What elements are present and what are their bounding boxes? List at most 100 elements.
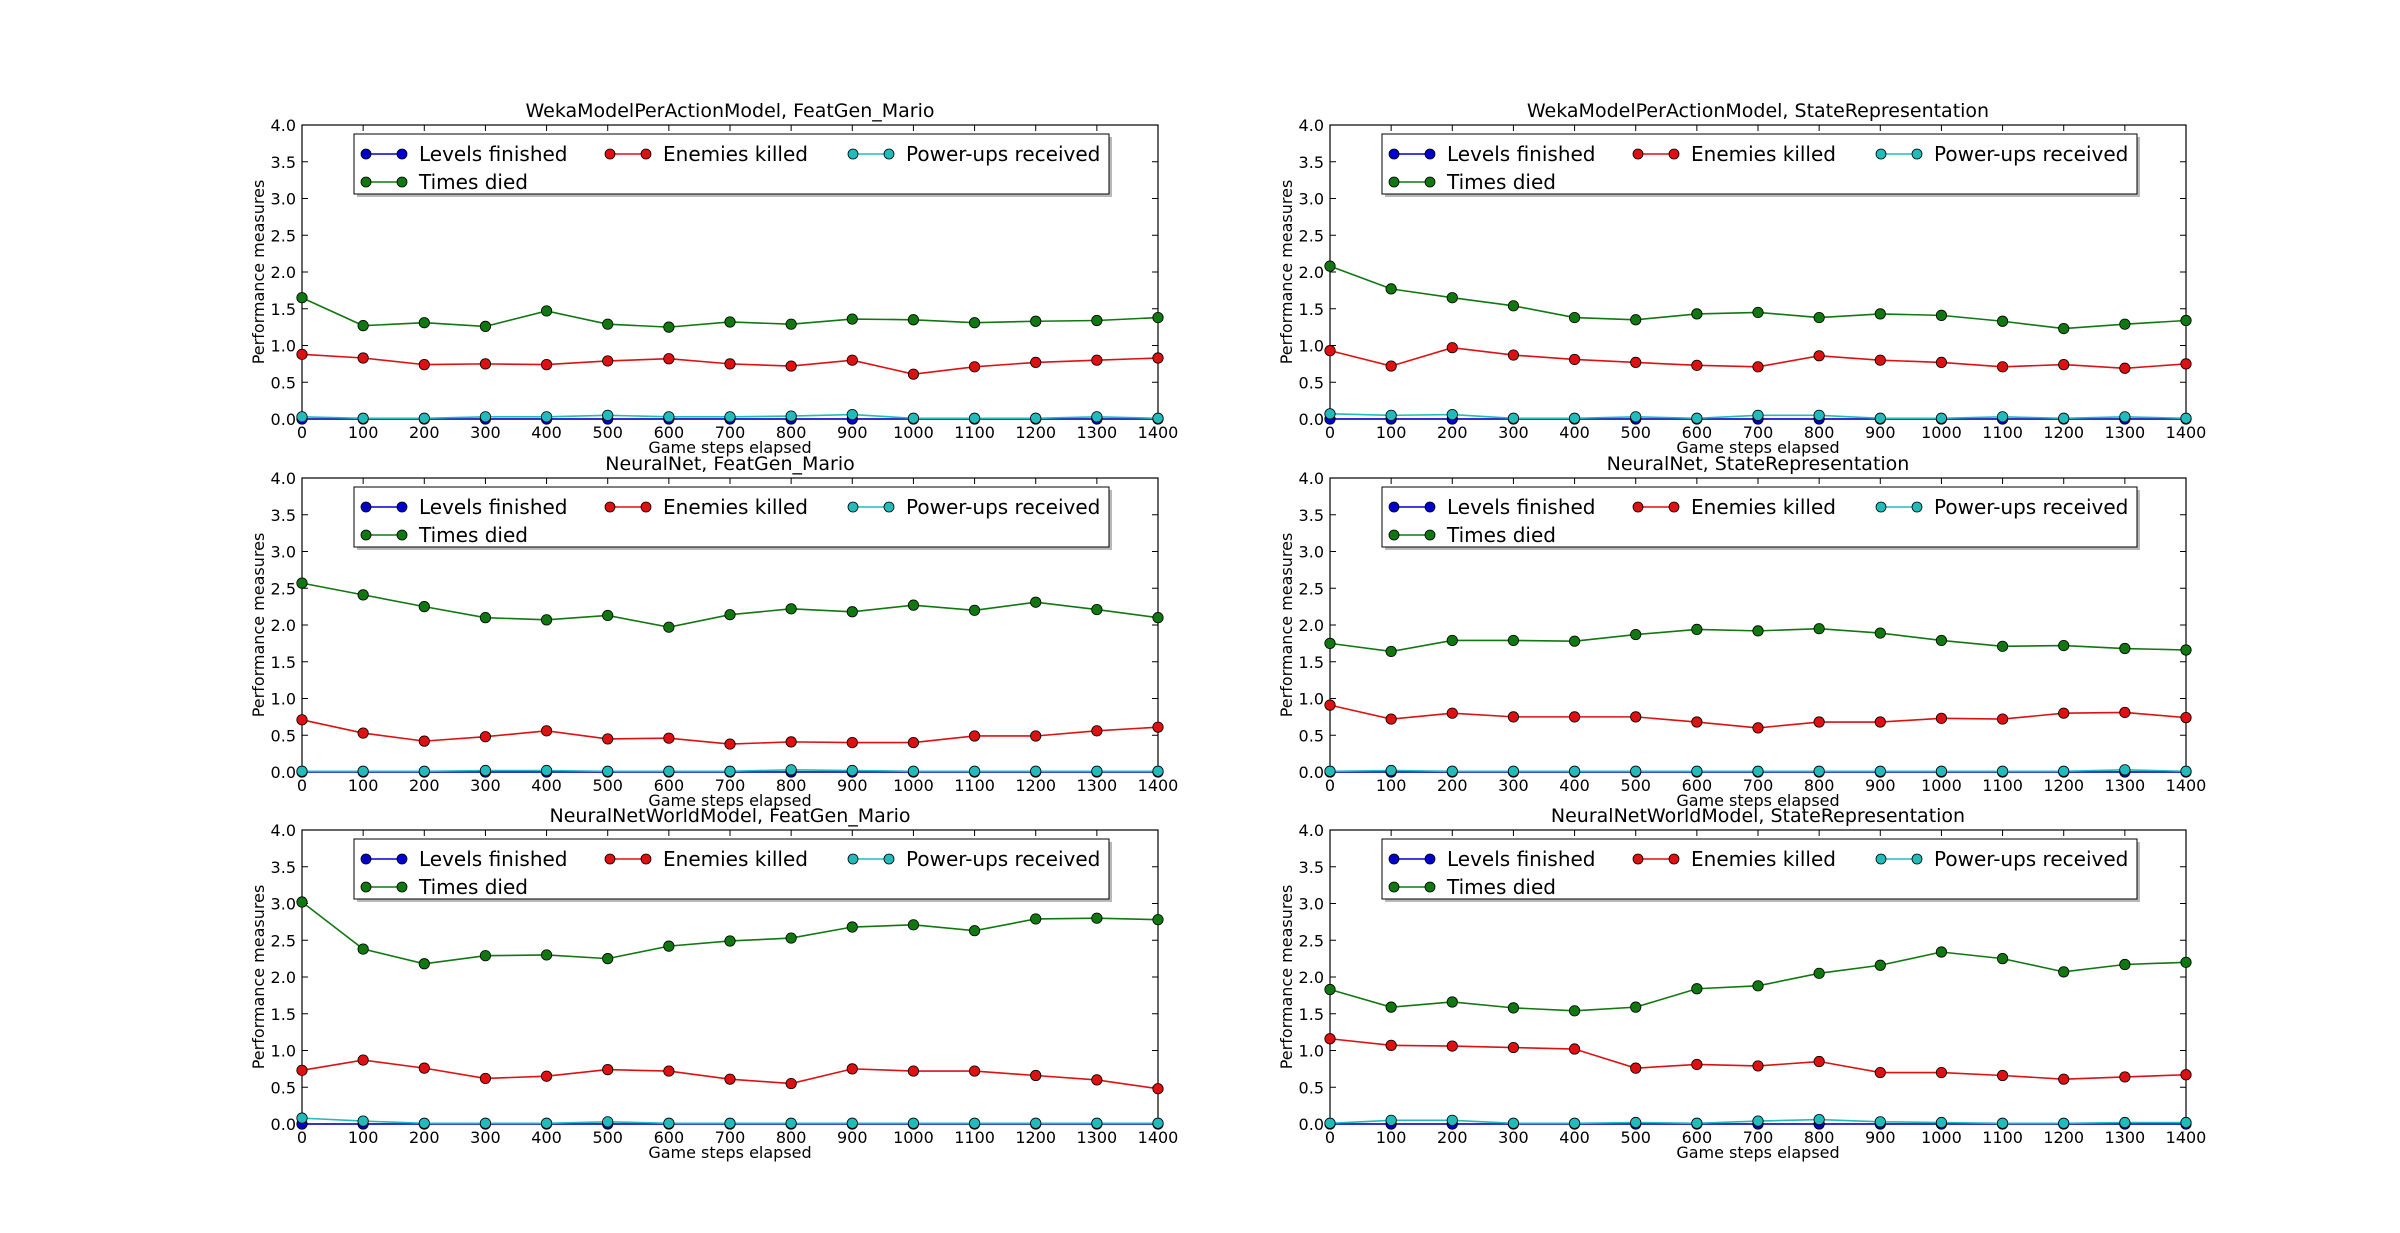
chart-panel-6: NeuralNetWorldModel, StateRepresentation… (1277, 805, 2206, 1162)
data-point (1691, 1058, 1703, 1071)
data-point (540, 1070, 553, 1082)
legend-entry: Enemies killed (604, 847, 808, 871)
data-point (1813, 623, 1825, 635)
x-tick-label: 500 (592, 423, 623, 442)
series-2 (1324, 764, 2192, 777)
y-tick-label: 2.0 (271, 616, 296, 635)
legend-frame (1381, 838, 2138, 900)
data-point (1030, 730, 1042, 742)
data-point (479, 1117, 492, 1129)
data-point (663, 1117, 675, 1129)
data-point (1813, 311, 1825, 324)
data-point (1507, 349, 1520, 361)
y-tick-label: 3.5 (1299, 153, 1324, 172)
legend-marker (1424, 176, 1436, 188)
y-tick-label: 1.0 (271, 337, 296, 356)
data-point (1446, 1040, 1458, 1052)
data-point (418, 1117, 430, 1129)
legend-entry: Power-ups received (847, 847, 1100, 871)
x-tick-label: 0 (297, 1128, 307, 1147)
legend-marker (1632, 148, 1644, 160)
legend-frame (1381, 486, 2138, 548)
data-point (1030, 913, 1042, 925)
data-point (1091, 1117, 1103, 1129)
x-tick-label: 900 (1865, 1128, 1896, 1147)
data-point (968, 765, 981, 777)
x-tick-label: 1400 (2166, 776, 2207, 795)
data-point (1152, 765, 1164, 777)
x-tick-label: 1400 (1138, 776, 1179, 795)
legend-marker (1388, 881, 1400, 893)
legend: Levels finished Enemies killed Power-ups r… (1381, 486, 2140, 550)
data-point (1752, 409, 1764, 421)
chart-panel-5: NeuralNetWorldModel, FeatGen_Mario 0 100 20… (249, 805, 1178, 1162)
y-tick-label: 0.0 (271, 1115, 296, 1134)
x-tick-label: 900 (837, 423, 868, 442)
data-point (724, 738, 736, 750)
data-point (602, 318, 614, 330)
data-point (1091, 1074, 1103, 1086)
y-tick-label: 0.0 (1299, 410, 1324, 429)
x-tick-label: 1400 (1138, 423, 1179, 442)
data-point (846, 921, 858, 933)
legend-marker (1875, 148, 1887, 160)
x-tick-label: 400 (531, 776, 562, 795)
data-point (1091, 411, 1103, 423)
data-point (1446, 707, 1458, 719)
x-axis-label: Game steps elapsed (1676, 1143, 1839, 1162)
legend-entry: Power-ups received (847, 142, 1100, 166)
series-2 (1324, 408, 2192, 424)
data-point (1568, 1005, 1581, 1017)
series-3 (1324, 623, 2192, 658)
data-point (724, 411, 736, 423)
data-point (1752, 722, 1764, 734)
x-axis-label: Game steps elapsed (648, 791, 811, 810)
legend-marker (883, 148, 895, 160)
data-point (1630, 1062, 1642, 1074)
data-point (1874, 627, 1886, 639)
data-point (2119, 706, 2131, 719)
legend-marker (1875, 853, 1887, 865)
legend-marker (1424, 853, 1436, 865)
x-axis-label: Game steps elapsed (648, 438, 811, 457)
x-tick-label: 400 (531, 1128, 562, 1147)
x-tick-label: 600 (1682, 1128, 1713, 1147)
legend-entry: Levels finished (1388, 495, 1596, 519)
y-tick-label: 1.0 (271, 1042, 296, 1061)
series-1 (1324, 342, 2192, 374)
data-point (1385, 283, 1397, 295)
legend-marker (604, 501, 616, 513)
data-point (1752, 1060, 1764, 1072)
data-point (1813, 967, 1825, 979)
data-point (2058, 966, 2070, 978)
legend-marker (1911, 148, 1923, 160)
data-point (296, 1112, 308, 1124)
data-point (1996, 1117, 2009, 1129)
legend-marker (360, 881, 372, 893)
legend: Levels finished Enemies killed Power-ups r… (353, 838, 1112, 902)
data-point (663, 321, 675, 333)
data-point (296, 348, 308, 360)
data-point (846, 1117, 858, 1129)
data-point (602, 355, 614, 367)
data-point (1568, 711, 1581, 723)
data-point (907, 412, 920, 424)
data-point (663, 353, 675, 365)
x-tick-label: 1200 (1015, 1128, 1056, 1147)
data-point (2119, 362, 2131, 374)
y-tick-label: 2.0 (1299, 968, 1324, 987)
data-point (1385, 1039, 1397, 1051)
legend-entry: Enemies killed (1632, 142, 1836, 166)
legend: Levels finished Enemies killed Power-ups r… (353, 486, 1112, 550)
data-point (907, 599, 920, 611)
x-tick-label: 200 (409, 776, 440, 795)
data-point (1935, 356, 1948, 369)
data-point (1691, 359, 1703, 371)
data-point (846, 764, 858, 777)
data-point (1630, 314, 1642, 326)
data-point (1996, 411, 2009, 423)
data-point (1030, 315, 1042, 327)
data-point (1996, 640, 2009, 652)
data-point (602, 1116, 614, 1128)
data-point (846, 313, 858, 325)
